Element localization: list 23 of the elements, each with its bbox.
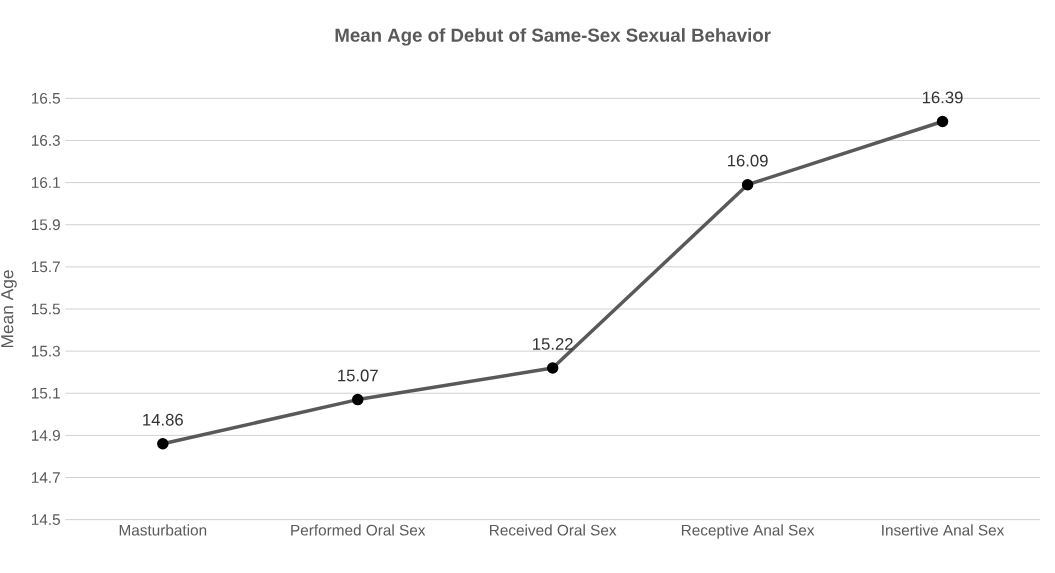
data-label: 15.22 bbox=[533, 338, 573, 350]
y-axis-title: Mean Age bbox=[1, 270, 17, 348]
y-tick-label: 16.5 bbox=[31, 92, 60, 104]
data-label: 16.39 bbox=[922, 91, 963, 104]
x-tick-label: Performed Oral Sex bbox=[291, 524, 426, 536]
y-tick-label: 16.3 bbox=[31, 135, 60, 146]
data-label: 15.07 bbox=[338, 369, 378, 382]
x-tick-label: Receptive Anal Sex bbox=[681, 524, 815, 539]
x-tick-label: Insertive Anal Sex bbox=[882, 524, 1005, 536]
y-tick-label: 14.7 bbox=[31, 472, 60, 483]
x-tick-label: Received Oral Sex bbox=[490, 524, 617, 536]
y-tick-label: 14.5 bbox=[31, 514, 60, 525]
y-tick-label: 15.9 bbox=[31, 219, 60, 231]
y-tick-label: 15.3 bbox=[31, 345, 60, 357]
data-label: 16.09 bbox=[728, 154, 768, 167]
chart-title: Mean Age of Debut of Same-Sex Sexual Behavior bbox=[335, 28, 771, 46]
y-tick-label: 16.1 bbox=[31, 177, 60, 189]
y-tick-label: 15.7 bbox=[31, 261, 60, 273]
y-tick-label: 15.1 bbox=[31, 387, 60, 399]
x-tick-label: Masturbation bbox=[119, 524, 207, 536]
y-tick-label: 14.9 bbox=[31, 429, 60, 441]
data-label: 14.86 bbox=[143, 413, 183, 426]
y-tick-label: 15.5 bbox=[31, 303, 60, 315]
